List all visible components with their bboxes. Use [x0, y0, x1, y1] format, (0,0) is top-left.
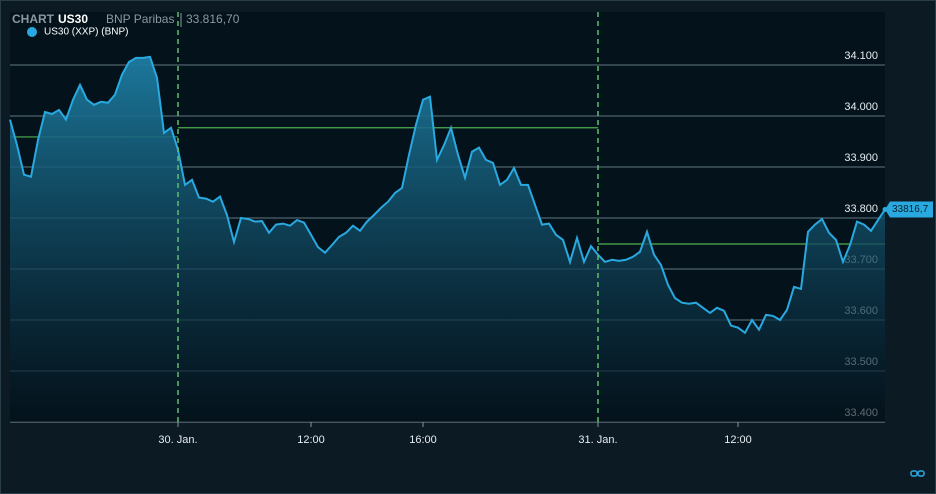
legend-label[interactable]: US30 (XXP) (BNP) [44, 27, 128, 38]
last-label: 33816,7 [892, 204, 929, 215]
x-tick-label: 30. Jan. [158, 434, 197, 446]
last-label-box [885, 201, 933, 218]
y-tick-label: 33.800 [844, 203, 878, 215]
header-label: CHART [12, 12, 55, 26]
y-tick-label: 34.000 [844, 101, 878, 113]
x-tick-label: 16:00 [409, 434, 437, 446]
x-tick-label: 31. Jan. [578, 434, 617, 446]
line [9, 55, 886, 335]
header-provider: BNP Paribas [106, 12, 174, 26]
legend-marker[interactable] [27, 27, 37, 37]
y-tick-label: 34.100 [844, 50, 878, 62]
x-tick-label: 12:00 [724, 434, 752, 446]
link-icon[interactable] [910, 470, 925, 477]
header-symbol: US30 [58, 12, 88, 26]
area [10, 56, 885, 423]
y-tick-label: 33.900 [844, 152, 878, 164]
x-tick-label: 12:00 [297, 434, 325, 446]
header-price: 33.816,70 [186, 12, 240, 26]
